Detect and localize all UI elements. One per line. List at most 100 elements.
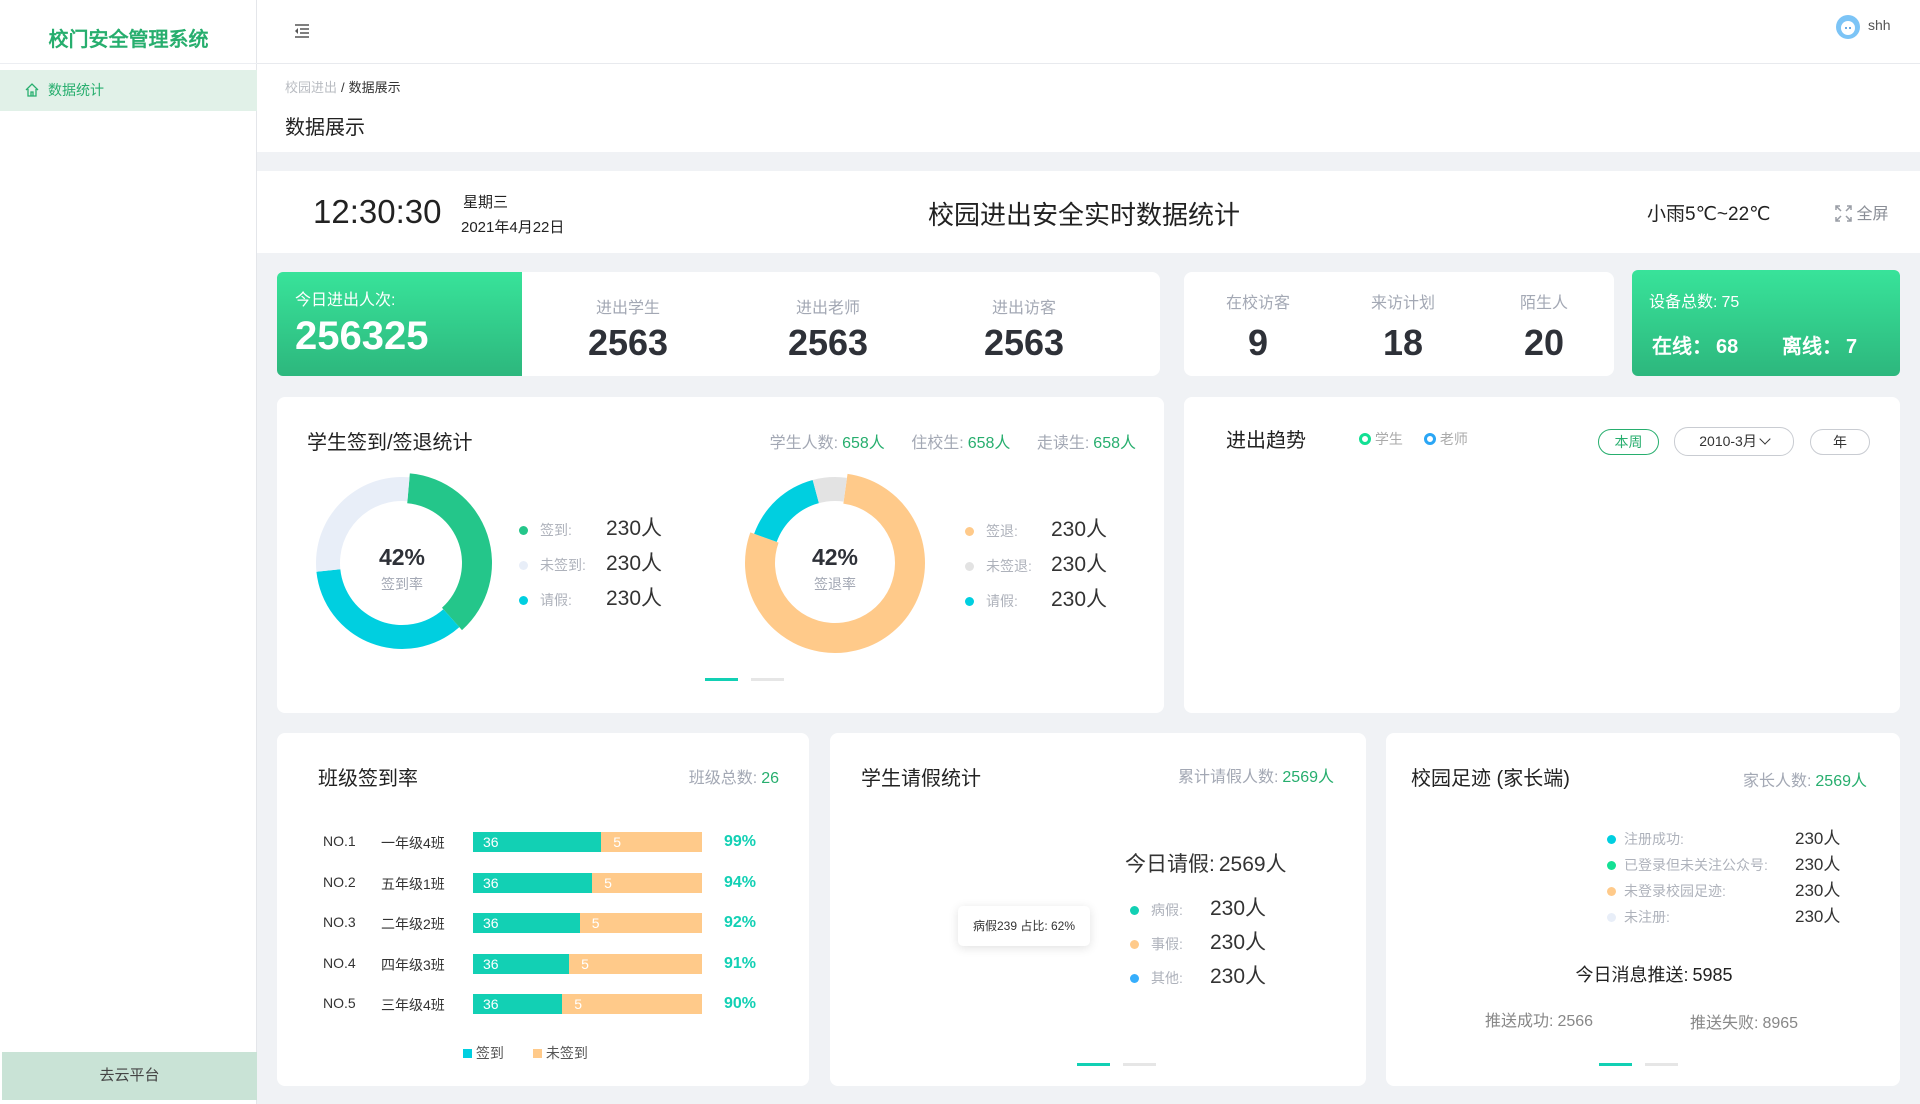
pager-dot-2[interactable] xyxy=(1645,1063,1678,1066)
legend-label: 其他: xyxy=(1151,970,1183,986)
leave-title: 学生请假统计 xyxy=(861,768,981,790)
fullscreen-button[interactable]: 全屏 xyxy=(1835,200,1888,224)
bar-legend-unsigned: 未签到 xyxy=(533,1043,588,1063)
page-title: 数据展示 xyxy=(285,117,365,139)
class-total-value: 26 xyxy=(761,770,779,787)
footprint-card: 校园足迹 (家长端) 家长人数: 2569人 今日消息推送: 5985 推送成功: 2… xyxy=(1386,733,1900,1086)
leave-total-label: 累计请假人数: xyxy=(1177,769,1279,786)
bar-unsigned[interactable]: 5 xyxy=(579,913,702,933)
pager-dot-1[interactable] xyxy=(1077,1063,1110,1066)
bar-signed[interactable]: 36 xyxy=(473,913,580,933)
bar-signed[interactable]: 36 xyxy=(473,872,593,893)
legend-dot-icon xyxy=(1607,887,1616,896)
parents-count-value: 2569人 xyxy=(1815,773,1867,790)
clock-time: 12:30:30 xyxy=(313,193,442,230)
today-traffic-label: 今日进出人次: xyxy=(295,292,396,309)
bar-legend-signed: 签到 xyxy=(463,1043,504,1063)
avatar-icon[interactable] xyxy=(1836,15,1860,39)
class-name: 二年级2班 xyxy=(381,916,445,932)
legend-dot-icon xyxy=(1130,974,1139,983)
legend-circle-icon xyxy=(1359,433,1371,445)
bar-unsigned[interactable]: 5 xyxy=(562,994,702,1014)
class-rank: NO.5 xyxy=(323,995,356,1011)
summary-label: 学生人数: xyxy=(769,435,839,452)
pager-dot-1[interactable] xyxy=(705,678,738,681)
pager-dot-2[interactable] xyxy=(1123,1063,1156,1066)
footprint-title: 校园足迹 (家长端) xyxy=(1411,768,1570,790)
summary-value: 658人 xyxy=(967,435,1011,452)
pager-dot-1[interactable] xyxy=(1599,1063,1632,1066)
legend-value: 230人 xyxy=(1051,518,1108,541)
today-push-label: 今日消息推送: xyxy=(1575,965,1689,985)
legend-value: 230人 xyxy=(1795,855,1841,874)
legend-dot-icon xyxy=(519,596,528,605)
menu-fold-icon[interactable] xyxy=(293,23,311,39)
legend-value: 230人 xyxy=(606,517,663,540)
pie-tooltip: 病假239 占比: 62% xyxy=(958,906,1090,946)
bar-unsigned[interactable]: 5 xyxy=(592,872,702,893)
trend-title: 进出趋势 xyxy=(1226,430,1306,452)
year-button[interactable]: 年 xyxy=(1810,429,1870,455)
pager-dot-2[interactable] xyxy=(751,678,784,681)
sidebar-item-data-stats[interactable]: 数据统计 xyxy=(0,70,257,111)
visitors-value: 2563 xyxy=(983,322,1065,363)
month-select[interactable]: 2010-3月 xyxy=(1674,427,1794,456)
breadcrumb-current: 数据展示 xyxy=(348,80,401,95)
checkin-title: 学生签到/签退统计 xyxy=(307,432,473,454)
on-campus-visitors-label: 在校访客 xyxy=(1225,295,1291,312)
legend-value: 230人 xyxy=(1795,907,1841,926)
bar-signed[interactable]: 36 xyxy=(473,832,602,852)
legend-dot-icon xyxy=(965,562,974,571)
top-bar: shh xyxy=(257,0,1920,64)
visit-plan-label: 来访计划 xyxy=(1370,295,1436,312)
legend-label: 签到 xyxy=(475,1045,504,1061)
legend-label: 未签退: xyxy=(986,558,1032,574)
page-header: 校园进出 / 数据展示 数据展示 xyxy=(257,64,1920,152)
go-cloud-platform-button[interactable]: 去云平台 xyxy=(2,1052,257,1100)
visit-plan-value: 18 xyxy=(1382,322,1424,363)
class-rate-title: 班级签到率 xyxy=(318,768,418,790)
legend-value: 230人 xyxy=(1210,965,1267,988)
weather: 小雨5℃~22℃ xyxy=(1647,204,1771,225)
legend-value: 230人 xyxy=(1795,881,1841,900)
leave-total: 累计请假人数: 2569人 xyxy=(1178,763,1334,787)
trend-legend-teacher[interactable]: 老师 xyxy=(1424,429,1468,449)
legend-label: 未登录校园足迹: xyxy=(1624,883,1726,899)
trend-card: 进出趋势 学生 老师 本周 2010-3月 年 xyxy=(1184,397,1900,713)
legend-dot-icon xyxy=(1130,906,1139,915)
legend-value: 230人 xyxy=(1210,897,1267,920)
device-offline-value: 7 xyxy=(1846,336,1858,358)
device-online-value: 68 xyxy=(1716,336,1739,358)
visitor-stats-card: 在校访客 9 来访计划 18 陌生人 20 xyxy=(1184,272,1614,376)
device-online: 在线： 68 xyxy=(1652,330,1738,359)
legend-dot-icon xyxy=(1607,913,1616,922)
traffic-stats-card: 今日进出人次: 256325 进出学生 2563 进出老师 2563 进出访客 … xyxy=(277,272,1160,376)
class-name: 三年级4班 xyxy=(381,997,445,1013)
legend-value: 230人 xyxy=(1795,829,1841,848)
user-name[interactable]: shh xyxy=(1868,17,1891,33)
device-offline: 离线： 7 xyxy=(1782,330,1857,359)
class-rate-value: 90% xyxy=(724,995,757,1012)
legend-label: 病假: xyxy=(1151,902,1183,918)
bar-unsigned[interactable]: 5 xyxy=(601,832,702,852)
legend-value: 230人 xyxy=(1051,588,1108,611)
strangers-label: 陌生人 xyxy=(1519,295,1569,312)
breadcrumb-parent[interactable]: 校园进出 xyxy=(285,80,338,95)
legend-label: 未注册: xyxy=(1624,909,1670,925)
today-leave-value: 2569人 xyxy=(1218,853,1287,876)
bar-unsigned[interactable]: 5 xyxy=(569,953,702,974)
students-label: 进出学生 xyxy=(595,300,661,317)
legend-square-icon xyxy=(533,1049,542,1058)
today-traffic: 今日进出人次: 256325 xyxy=(277,272,522,376)
on-campus-visitors-value: 9 xyxy=(1247,322,1269,363)
today-push-value: 5985 xyxy=(1692,965,1733,985)
week-button[interactable]: 本周 xyxy=(1598,429,1659,455)
legend-label: 未签到 xyxy=(545,1045,588,1061)
bar-signed[interactable]: 36 xyxy=(473,994,563,1014)
legend-dot-icon xyxy=(1607,861,1616,870)
fullscreen-icon xyxy=(1835,205,1852,222)
legend-square-icon xyxy=(463,1049,472,1058)
trend-legend-student[interactable]: 学生 xyxy=(1359,429,1403,449)
bar-signed[interactable]: 36 xyxy=(473,953,570,974)
legend-label: 注册成功: xyxy=(1624,831,1684,847)
